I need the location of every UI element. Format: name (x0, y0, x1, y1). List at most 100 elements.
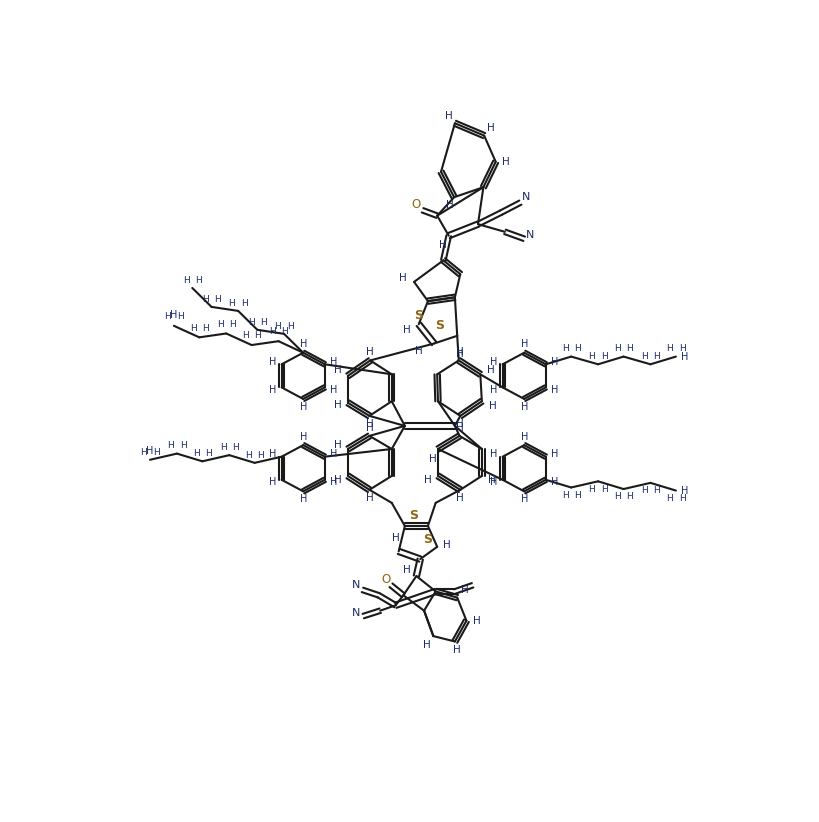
Text: H: H (299, 402, 306, 412)
Text: H: H (488, 401, 495, 411)
Text: H: H (170, 310, 178, 320)
Text: H: H (520, 339, 527, 349)
Text: H: H (487, 475, 495, 485)
Text: N: N (351, 580, 360, 590)
Text: H: H (146, 446, 153, 455)
Text: H: H (445, 111, 452, 121)
Text: H: H (460, 585, 468, 595)
Text: H: H (365, 419, 373, 429)
Text: H: H (678, 494, 685, 503)
Text: H: H (653, 352, 659, 361)
Text: H: H (501, 157, 509, 167)
Text: H: H (402, 325, 410, 335)
Text: H: H (429, 454, 437, 464)
Text: H: H (333, 475, 342, 485)
Text: H: H (269, 477, 276, 487)
Text: S: S (434, 319, 443, 332)
Text: H: H (205, 449, 211, 458)
Text: H: H (269, 327, 275, 336)
Text: H: H (260, 317, 266, 326)
Text: H: H (681, 486, 688, 496)
Text: H: H (330, 477, 337, 487)
Text: H: H (391, 533, 399, 543)
Text: H: H (274, 321, 281, 330)
Text: H: H (489, 357, 496, 367)
Text: H: H (439, 240, 446, 250)
Text: H: H (453, 645, 460, 655)
Text: H: H (192, 449, 199, 458)
Text: H: H (152, 447, 160, 456)
Text: H: H (520, 494, 527, 504)
Text: H: H (613, 344, 620, 353)
Text: H: H (489, 450, 496, 459)
Text: H: H (201, 295, 209, 303)
Text: H: H (242, 331, 248, 340)
Text: H: H (216, 320, 223, 329)
Text: H: H (550, 477, 557, 487)
Text: H: H (164, 312, 171, 321)
Text: O: O (381, 573, 390, 585)
Text: H: H (333, 400, 342, 410)
Text: H: H (403, 565, 410, 575)
Text: H: H (600, 352, 607, 361)
Text: S: S (423, 533, 432, 546)
Text: N: N (525, 230, 533, 240)
Text: H: H (229, 320, 235, 329)
Text: H: H (247, 317, 254, 326)
Text: H: H (269, 450, 276, 459)
Text: H: H (443, 540, 450, 550)
Text: H: H (299, 494, 306, 504)
Text: H: H (399, 273, 407, 283)
Text: H: H (653, 486, 659, 495)
Text: H: H (269, 357, 276, 367)
Text: H: H (365, 347, 373, 357)
Text: H: H (414, 346, 422, 356)
Text: H: H (423, 475, 432, 485)
Text: H: H (486, 123, 495, 133)
Text: H: H (214, 295, 221, 303)
Text: H: H (287, 321, 293, 330)
Text: H: H (241, 298, 247, 307)
Text: O: O (411, 198, 420, 211)
Text: H: H (456, 347, 464, 357)
Text: H: H (446, 200, 454, 210)
Text: H: H (681, 352, 688, 362)
Text: H: H (219, 443, 226, 452)
Text: H: H (330, 450, 337, 459)
Text: H: H (330, 385, 337, 395)
Text: H: H (232, 443, 238, 452)
Text: H: H (520, 402, 527, 412)
Text: H: H (520, 432, 527, 442)
Text: H: H (678, 344, 685, 353)
Text: H: H (189, 324, 197, 333)
Text: H: H (201, 324, 209, 333)
Text: H: H (245, 450, 251, 459)
Text: H: H (281, 327, 287, 336)
Text: H: H (573, 491, 580, 500)
Text: H: H (626, 492, 632, 501)
Text: H: H (195, 275, 201, 284)
Text: H: H (613, 492, 620, 501)
Text: H: H (550, 450, 557, 459)
Text: H: H (666, 344, 672, 353)
Text: S: S (410, 510, 418, 523)
Text: H: H (333, 440, 342, 450)
Text: H: H (456, 492, 464, 502)
Text: N: N (521, 192, 529, 202)
Text: H: H (561, 344, 568, 353)
Text: S: S (414, 309, 423, 322)
Text: H: H (456, 419, 464, 429)
Text: H: H (489, 385, 496, 395)
Text: H: H (550, 385, 557, 395)
Text: H: H (333, 366, 342, 376)
Text: H: H (456, 349, 464, 359)
Text: H: H (299, 339, 306, 349)
Text: H: H (550, 357, 557, 367)
Text: H: H (299, 432, 306, 442)
Text: H: H (140, 447, 147, 456)
Text: H: H (626, 344, 632, 353)
Text: H: H (422, 640, 430, 650)
Text: N: N (351, 608, 360, 618)
Text: H: H (640, 352, 647, 361)
Text: H: H (588, 484, 595, 493)
